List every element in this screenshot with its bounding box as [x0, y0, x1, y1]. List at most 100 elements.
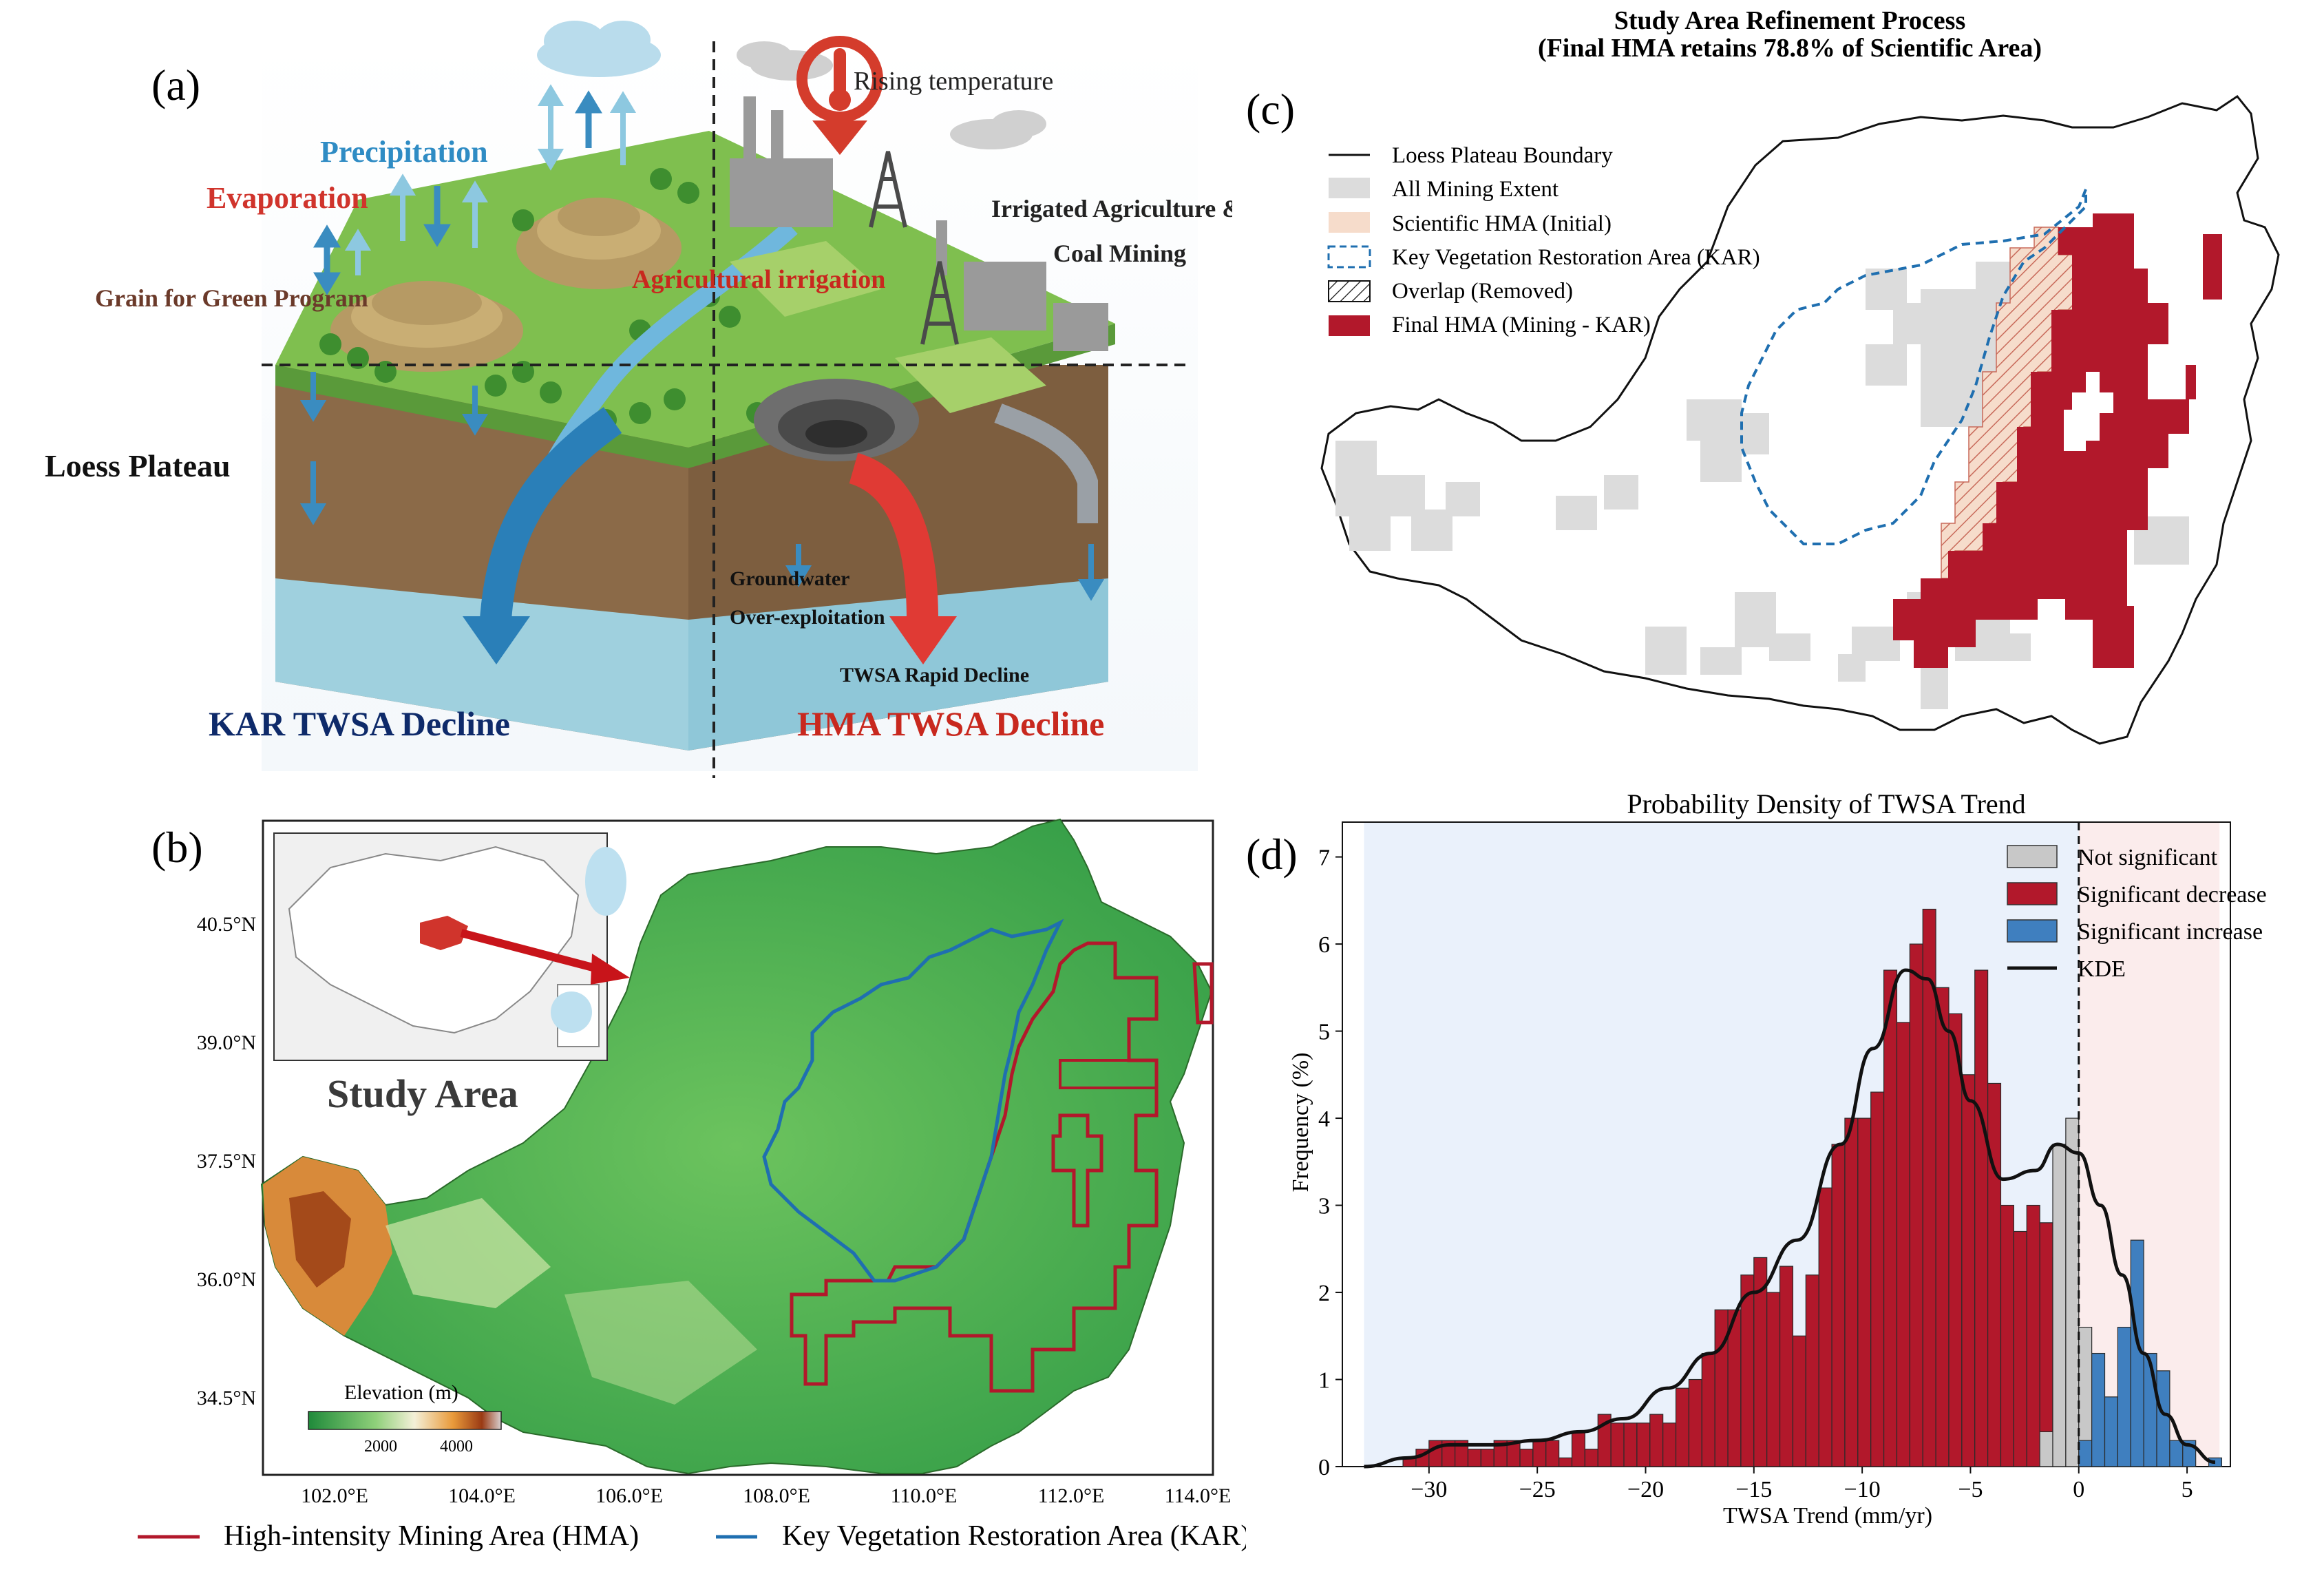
- hma-decline-label: HMA TWSA Decline: [797, 704, 1104, 743]
- x-tick-label: 0: [2073, 1477, 2084, 1502]
- histogram-bar: [1545, 1440, 1560, 1467]
- histogram-bar: [1883, 969, 1898, 1467]
- histogram-bar: [2039, 1222, 2053, 1467]
- latitude-ticks: 40.5°N 39.0°N 37.5°N 36.0°N 34.5°N: [197, 913, 256, 1409]
- histogram-bar: [1714, 1309, 1729, 1467]
- histogram-bar: [2078, 1440, 2093, 1467]
- evaporation-label: Evaporation: [207, 181, 368, 215]
- terraced-hills: [330, 198, 682, 372]
- histogram-bar: [1779, 1266, 1794, 1467]
- final-hma-small-block: [2203, 234, 2222, 300]
- conceptual-diagram: (a) Precipitation Evaporation Rising tem…: [45, 21, 1243, 778]
- lon-tick: 108.0°E: [743, 1484, 810, 1507]
- histogram-bar: [2117, 1327, 2131, 1467]
- panel-d-label: (d): [1246, 830, 1298, 879]
- lat-tick: 34.5°N: [197, 1387, 256, 1409]
- histogram-bar: [1480, 1449, 1494, 1467]
- histogram-bar: [2065, 1117, 2080, 1467]
- histogram-bar: [1636, 1423, 1651, 1467]
- kar-decline-label: KAR TWSA Decline: [209, 704, 510, 743]
- pipe-icon: [994, 403, 1098, 523]
- legend-item-decrease: Significant decrease: [2078, 882, 2267, 907]
- histogram-bar: [1559, 1457, 1573, 1467]
- plot-area: −30 −25 −20 −15 −10 −5 0 5 0 1 2 3 4 5 6 7: [1318, 821, 2231, 1502]
- histogram-bar: [1818, 1187, 1832, 1467]
- histogram-bar: [2026, 1204, 2040, 1467]
- lon-tick: 104.0°E: [448, 1484, 516, 1507]
- legend-hma-label: High-intensity Mining Area (HMA): [224, 1520, 639, 1552]
- x-tick-label: −5: [1958, 1477, 1983, 1502]
- twsa-rapid-decline-label: TWSA Rapid Decline: [840, 664, 1029, 686]
- thermometer-icon: [796, 36, 883, 155]
- kde-line: [1364, 968, 2216, 1469]
- panel-c-title-line1: Study Area Refinement Process: [1614, 6, 1965, 35]
- histogram-bar: [1792, 1335, 1806, 1467]
- inset-map: [273, 832, 630, 1061]
- y-tick-label: 4: [1318, 1106, 1330, 1132]
- lat-tick: 39.0°N: [197, 1031, 256, 1054]
- groundwater-label: Groundwater: [730, 567, 849, 590]
- aquifer-right: [688, 578, 1108, 751]
- elevation-map: (b) Study Area Elevation (m) 2000 4000 4…: [138, 818, 1250, 1552]
- histogram-bar: [1571, 1431, 1585, 1467]
- legend-item-kde: KDE: [2078, 956, 2126, 982]
- infiltration-arrows: [299, 372, 1105, 601]
- y-axis-label: Frequency (%): [1288, 1053, 1313, 1193]
- histogram-bar: [1987, 1082, 2002, 1467]
- histogram-bar: [1649, 1414, 1664, 1467]
- panel-b: (b) Study Area Elevation (m) 2000 4000 4…: [0, 785, 1250, 1571]
- histogram-bar: [1831, 1144, 1846, 1467]
- legend-swatch-final-hma: [1329, 315, 1370, 336]
- elevation-title: Elevation (m): [344, 1381, 458, 1404]
- mining-pit-icon: [754, 379, 919, 461]
- histogram-bar: [2039, 1431, 2053, 1467]
- legend-item-scientific-hma: Scientific HMA (Initial): [1392, 211, 1612, 236]
- derrick-icon: [869, 151, 959, 345]
- legend-swatch-overlap: [1328, 280, 1371, 302]
- histogram-bar: [1532, 1440, 1547, 1467]
- histogram-bar: [2000, 1204, 2014, 1467]
- histogram-bar: [1610, 1423, 1625, 1467]
- histogram-bar: [1857, 1117, 1872, 1467]
- rising-temperature-label: Rising temperature: [854, 67, 1053, 96]
- lat-tick: 36.0°N: [197, 1268, 256, 1291]
- histogram-bar: [2091, 1352, 2106, 1467]
- panel-d: (d) Probability Density of TWSA Trend −3…: [1232, 785, 2324, 1571]
- panel-a-label: (a): [151, 61, 200, 109]
- kar-outline: [762, 919, 1064, 1283]
- legend-swatch-not-significant: [2007, 845, 2058, 868]
- x-tick-label: −15: [1735, 1477, 1772, 1502]
- elevation-colorbar: [308, 1411, 502, 1430]
- legend-item-mining: All Mining Extent: [1392, 177, 1559, 202]
- panel-c-legend: Loess Plateau Boundary All Mining Extent…: [1327, 143, 1760, 337]
- inset-arrow: [460, 929, 607, 975]
- histogram-bar: [1948, 1013, 1963, 1467]
- y-tick-label: 7: [1318, 846, 1330, 871]
- y-tick-label: 3: [1318, 1194, 1330, 1219]
- histogram-bar: [1896, 1022, 1910, 1467]
- x-tick-label: −30: [1411, 1477, 1447, 1502]
- legend-item-kar: Key Vegetation Restoration Area (KAR): [1392, 245, 1760, 270]
- twsa-histogram: (d) Probability Density of TWSA Trend −3…: [1246, 788, 2267, 1529]
- histogram-bar: [1519, 1449, 1534, 1467]
- over-exploitation-label: Over-exploitation: [730, 606, 885, 629]
- study-area-label: Study Area: [327, 1071, 518, 1116]
- histogram-bar: [1909, 943, 1923, 1467]
- panel-b-label: (b): [151, 823, 203, 872]
- panel-a: (a) Precipitation Evaporation Rising tem…: [0, 0, 1243, 785]
- lat-tick: 40.5°N: [197, 913, 256, 936]
- histogram-bar: [1688, 1378, 1702, 1467]
- legend-swatch-increase: [2007, 919, 2058, 943]
- legend-item-overlap: Overlap (Removed): [1392, 279, 1573, 304]
- evaporation-arrows: [344, 84, 637, 275]
- final-hma-area: [1893, 213, 2196, 668]
- legend-swatch-decrease: [2007, 882, 2058, 905]
- x-axis-label: TWSA Trend (mm/yr): [1723, 1503, 1932, 1529]
- precipitation-arrows: [313, 90, 602, 295]
- histogram-bar: [1623, 1423, 1638, 1467]
- histogram-bar: [1701, 1352, 1715, 1467]
- histogram-bar: [1662, 1423, 1677, 1467]
- histogram-bar: [1766, 1292, 1781, 1467]
- irrigated-agriculture-label: Irrigated Agriculture &: [991, 195, 1232, 222]
- histogram-bar: [1961, 1074, 1976, 1467]
